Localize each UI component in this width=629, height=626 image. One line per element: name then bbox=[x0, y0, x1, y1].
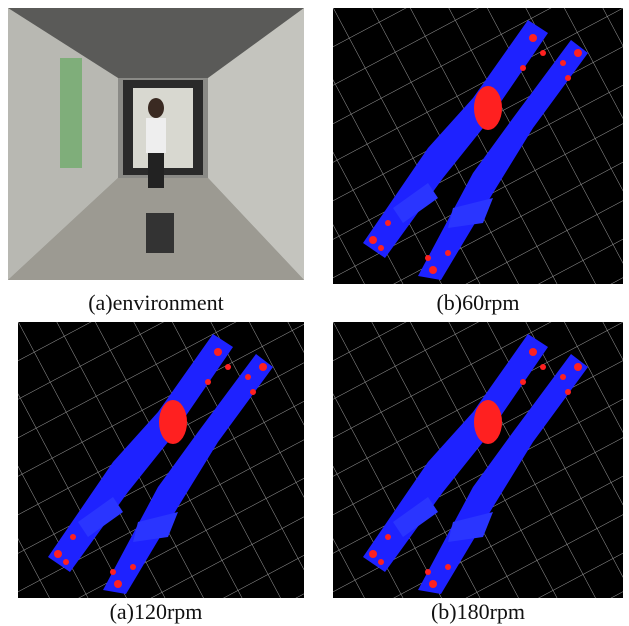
caption: (a)120rpm bbox=[6, 599, 306, 625]
caption: (b)60rpm bbox=[328, 290, 628, 316]
scan-180rpm bbox=[333, 322, 623, 598]
caption: (a)environment bbox=[6, 290, 306, 316]
scan-120rpm bbox=[8, 322, 304, 598]
figure: (a)environment (b)60rpm (a)120rpm (b)180… bbox=[0, 0, 629, 626]
caption: (b)180rpm bbox=[328, 599, 628, 625]
environment-photo bbox=[8, 8, 304, 280]
scan-60rpm bbox=[333, 8, 623, 284]
